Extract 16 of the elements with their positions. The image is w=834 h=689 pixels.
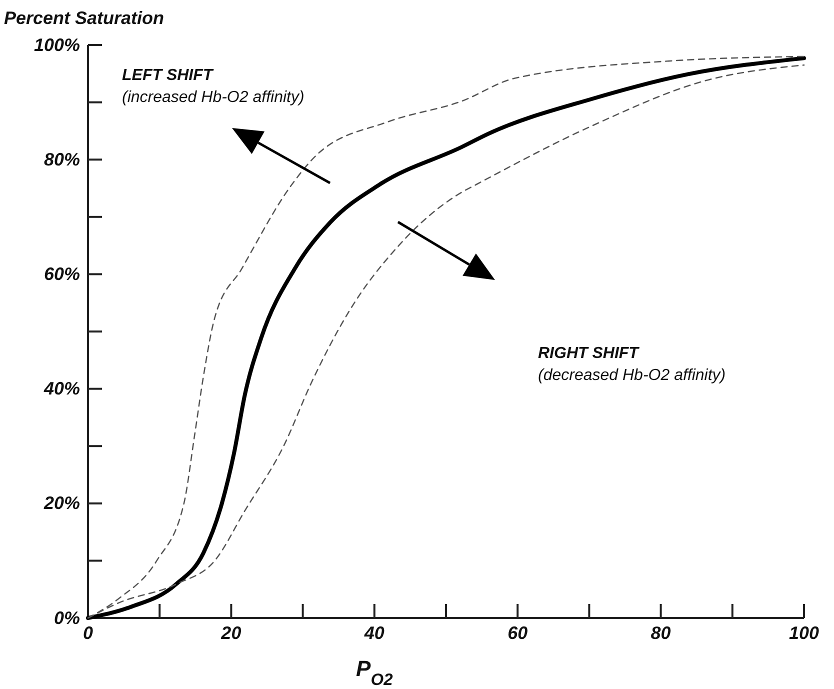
x-tick-label: 40 [363,622,384,643]
y-tick-label: 100% [34,34,80,55]
y-tick-label: 80% [44,149,80,170]
x-tick-label: 0 [82,622,94,643]
y-tick-label: 0% [54,608,80,628]
y-axis-title: Percent Saturation [4,8,164,28]
x-axis-title: P$_{O2}$ [356,656,393,689]
x-tick-label: 100 [788,622,820,643]
x-tick-label: 20 [220,622,242,643]
x-tick-label: 80 [650,622,671,643]
y-tick-label: 20% [42,493,80,514]
x-tick-label: 60 [508,622,528,643]
annotation: LEFT SHIFT (increased Hb-O2 affinity) [122,67,304,106]
annotation: RIGHT SHIFT (decreased Hb-O2 affinity) [538,345,726,384]
y-tick-label: 40% [42,378,80,399]
y-tick-label: 60% [44,264,80,284]
